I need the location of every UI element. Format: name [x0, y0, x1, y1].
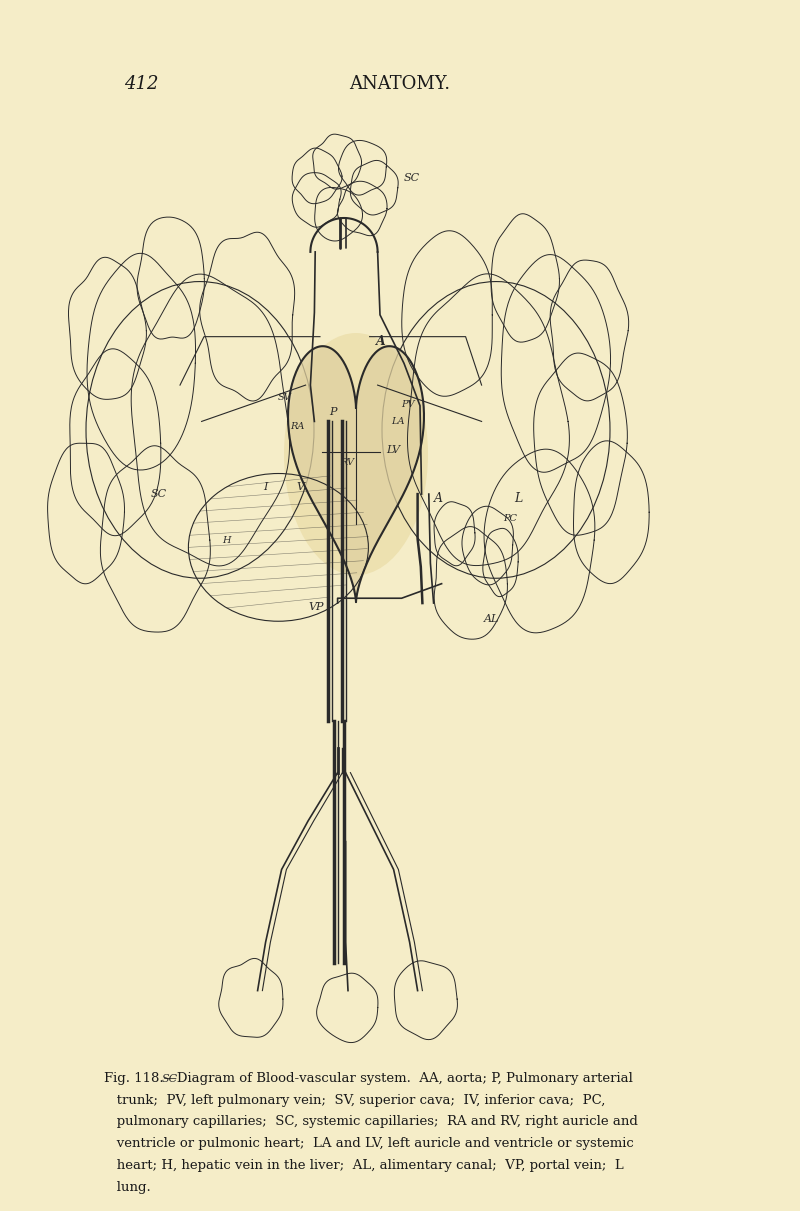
Text: L: L: [514, 493, 522, 505]
Text: A: A: [376, 335, 386, 348]
Text: H: H: [222, 535, 230, 545]
Text: RV: RV: [340, 458, 354, 467]
Text: SC: SC: [404, 173, 420, 183]
Text: V: V: [297, 482, 305, 492]
Ellipse shape: [284, 333, 428, 575]
Text: I: I: [263, 482, 268, 492]
Text: lung.: lung.: [104, 1181, 150, 1194]
Text: RA: RA: [290, 421, 305, 431]
Text: SC: SC: [150, 489, 166, 499]
Text: LA: LA: [392, 417, 405, 426]
Text: pulmonary capillaries;  SC, systemic capillaries;  RA and RV, right auricle and: pulmonary capillaries; SC, systemic capi…: [104, 1115, 638, 1129]
Text: A: A: [434, 493, 443, 505]
Text: SC: SC: [162, 1074, 178, 1084]
Text: SV: SV: [278, 392, 292, 402]
Text: ANATOMY.: ANATOMY.: [350, 75, 450, 93]
Text: trunk;  PV, left pulmonary vein;  SV, superior cava;  IV, inferior cava;  PC,: trunk; PV, left pulmonary vein; SV, supe…: [104, 1094, 606, 1107]
Text: LV: LV: [386, 446, 401, 455]
Polygon shape: [288, 346, 424, 602]
Text: ventricle or pulmonic heart;  LA and LV, left auricle and ventricle or systemic: ventricle or pulmonic heart; LA and LV, …: [104, 1137, 634, 1150]
Text: P: P: [329, 407, 337, 417]
Text: Fig. 118.—Diagram of Blood-vascular system.  AA, aorta; P, Pulmonary arterial: Fig. 118.—Diagram of Blood-vascular syst…: [104, 1072, 633, 1085]
Text: heart; H, hepatic vein in the liver;  AL, alimentary canal;  VP, portal vein;  L: heart; H, hepatic vein in the liver; AL,…: [104, 1159, 624, 1172]
Text: PV: PV: [402, 400, 414, 409]
Text: VP: VP: [308, 602, 324, 612]
Text: 412: 412: [124, 75, 158, 93]
Text: PC: PC: [503, 513, 518, 523]
Text: AL: AL: [483, 614, 499, 624]
